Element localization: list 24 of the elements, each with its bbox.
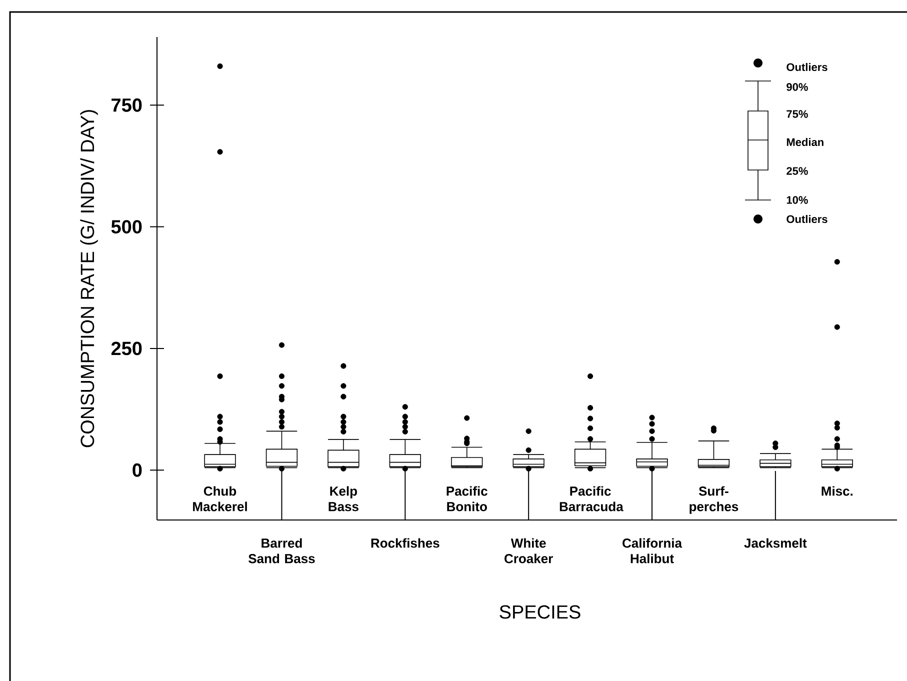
x-tick-label: Chub Mackerel bbox=[193, 486, 247, 512]
x-tick-label: Surf-perches bbox=[690, 486, 738, 514]
x-tick-label: Pacific Barracuda bbox=[560, 486, 624, 512]
x-tick-label: White Croaker bbox=[504, 538, 553, 564]
annotation: Median bbox=[786, 138, 824, 146]
annotation: Outliers bbox=[786, 62, 828, 72]
y-tick-label: 0 bbox=[132, 463, 142, 477]
x-tick-label: Kelp Bass bbox=[328, 486, 358, 512]
y-axis-title: CONSUMPTION RATE (G/ INDIV/ DAY) bbox=[80, 110, 98, 448]
y-tick-label: 750 bbox=[112, 98, 142, 112]
annotation: 10% bbox=[786, 196, 808, 204]
x-tick-label: Rockfishes bbox=[371, 538, 440, 548]
x-tick-label: Barred Sand Bass bbox=[248, 538, 315, 564]
x-axis-title: SPECIES bbox=[500, 605, 580, 619]
annotation: 90% bbox=[786, 83, 808, 91]
x-tick-label: Misc. bbox=[822, 486, 853, 496]
x-tick-label: Jacksmelt bbox=[744, 538, 807, 548]
x-tick-label: California Halibut bbox=[622, 538, 682, 564]
annotation: Outliers bbox=[786, 214, 828, 224]
y-tick-label: 250 bbox=[111, 342, 142, 356]
annotation: 25% bbox=[786, 167, 808, 175]
x-tick-label: Pacific Bonito bbox=[446, 486, 488, 512]
y-tick-label: 500 bbox=[111, 220, 142, 234]
annotation: 75% bbox=[786, 110, 808, 118]
